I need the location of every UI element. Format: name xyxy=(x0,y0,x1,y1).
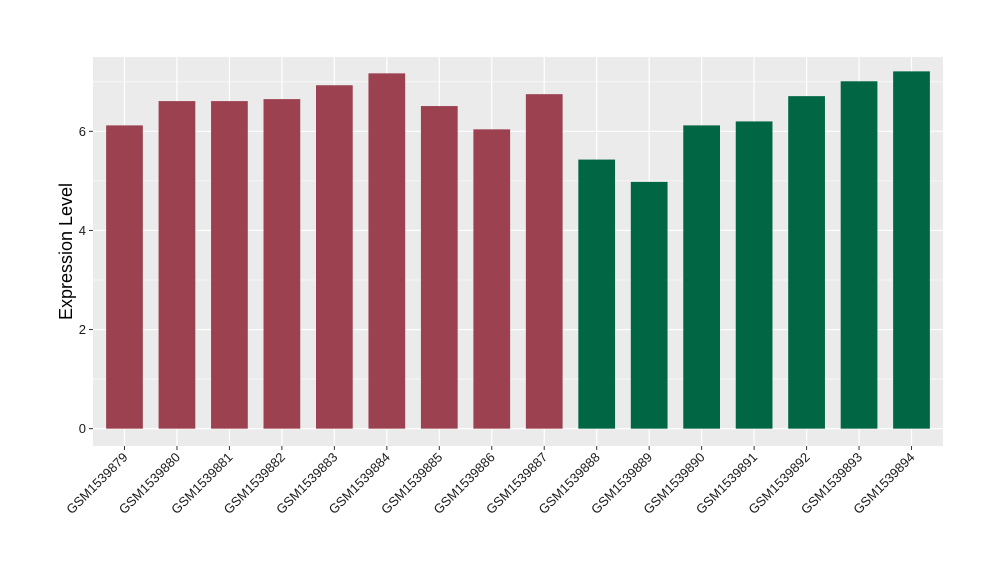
bars xyxy=(106,71,930,429)
bar-GSM1539892 xyxy=(788,96,825,429)
y-axis-title: Expression Level xyxy=(56,183,76,320)
bar-GSM1539890 xyxy=(683,125,721,429)
bar-GSM1539880 xyxy=(158,101,196,429)
y-tick-label: 2 xyxy=(79,322,86,337)
bar-GSM1539881 xyxy=(211,101,248,429)
bar-GSM1539885 xyxy=(420,106,458,429)
x-axis: GSM1539879GSM1539880GSM1539881GSM1539882… xyxy=(63,446,918,517)
bar-GSM1539879 xyxy=(106,125,143,429)
bar-GSM1539891 xyxy=(735,121,773,429)
y-tick-label: 6 xyxy=(79,124,86,139)
y-tick-label: 4 xyxy=(79,223,86,238)
y-axis: 0 2 4 6 xyxy=(79,124,93,436)
y-tick-label: 0 xyxy=(79,421,86,436)
bar-GSM1539893 xyxy=(840,81,878,429)
bar-GSM1539888 xyxy=(578,159,616,429)
bar-GSM1539889 xyxy=(630,181,668,429)
bar-GSM1539883 xyxy=(315,85,353,429)
bar-GSM1539886 xyxy=(473,129,511,429)
bar-GSM1539882 xyxy=(263,99,301,429)
bar-GSM1539894 xyxy=(893,71,930,429)
bar-GSM1539887 xyxy=(525,94,563,429)
bar-GSM1539884 xyxy=(368,73,406,429)
